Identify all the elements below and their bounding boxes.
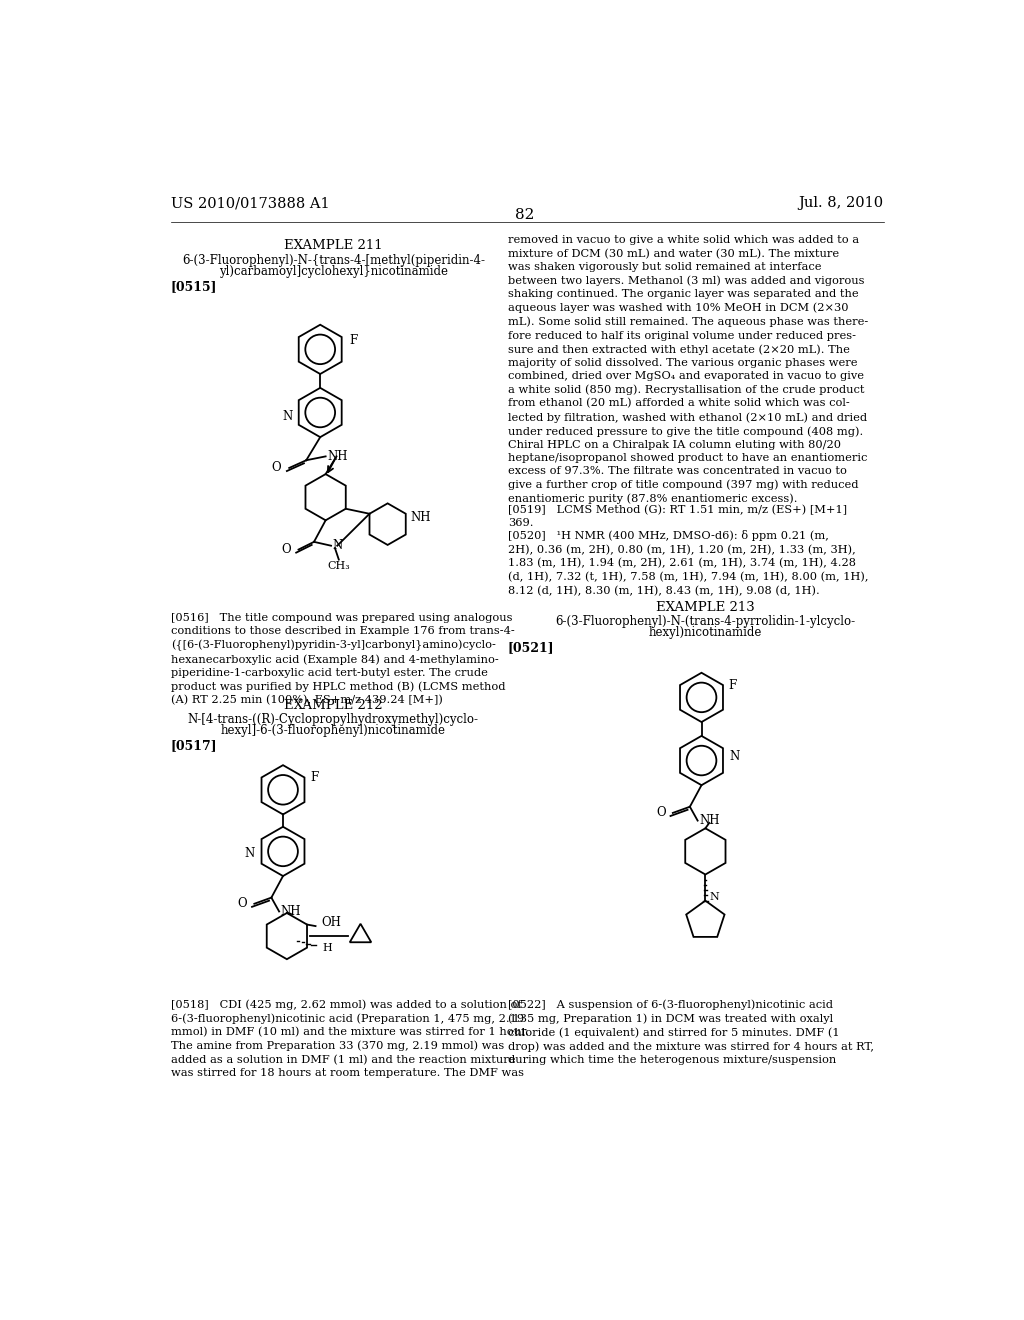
Text: O: O	[282, 543, 291, 556]
Text: N: N	[282, 409, 292, 422]
Text: [0517]: [0517]	[171, 739, 217, 752]
Text: N: N	[333, 539, 343, 552]
Text: O: O	[238, 898, 248, 911]
Text: 6-(3-Fluorophenyl)-N-(trans-4-pyrrolidin-1-ylcyclo-: 6-(3-Fluorophenyl)-N-(trans-4-pyrrolidin…	[555, 615, 855, 628]
Text: N: N	[710, 892, 719, 902]
Text: US 2010/0173888 A1: US 2010/0173888 A1	[171, 197, 330, 210]
Text: O: O	[656, 807, 666, 820]
Text: hexyl]-6-(3-fluorophenyl)nicotinamide: hexyl]-6-(3-fluorophenyl)nicotinamide	[221, 723, 445, 737]
Text: NH: NH	[281, 906, 301, 917]
Text: [0522]   A suspension of 6-(3-fluorophenyl)nicotinic acid
(135 mg, Preparation 1: [0522] A suspension of 6-(3-fluorophenyl…	[508, 999, 873, 1065]
Text: NH: NH	[328, 450, 348, 463]
Text: EXAMPLE 212: EXAMPLE 212	[284, 698, 383, 711]
Text: [0518]   CDI (425 mg, 2.62 mmol) was added to a solution of
6-(3-fluorophenyl)ni: [0518] CDI (425 mg, 2.62 mmol) was added…	[171, 999, 528, 1078]
Text: [0520]   ¹H NMR (400 MHz, DMSO-d6): δ ppm 0.21 (m,
2H), 0.36 (m, 2H), 0.80 (m, 1: [0520] ¹H NMR (400 MHz, DMSO-d6): δ ppm …	[508, 531, 868, 597]
Text: F: F	[349, 334, 357, 347]
Text: F: F	[310, 771, 318, 784]
Text: N: N	[245, 847, 255, 861]
Text: yl)carbamoyl]cyclohexyl}nicotinamide: yl)carbamoyl]cyclohexyl}nicotinamide	[219, 265, 447, 279]
Text: [0519]   LCMS Method (G): RT 1.51 min, m/z (ES+) [M+1]
369.: [0519] LCMS Method (G): RT 1.51 min, m/z…	[508, 506, 847, 528]
Text: NH: NH	[411, 511, 431, 524]
Text: N: N	[729, 750, 739, 763]
Text: H: H	[323, 944, 332, 953]
Text: 82: 82	[515, 207, 535, 222]
Text: hexyl)nicotinamide: hexyl)nicotinamide	[648, 626, 762, 639]
Text: N-[4-trans-((R)-Cyclopropylhydroxymethyl)cyclo-: N-[4-trans-((R)-Cyclopropylhydroxymethyl…	[187, 713, 479, 726]
Text: OH: OH	[321, 916, 341, 929]
Text: 6-(3-Fluorophenyl)-N-{trans-4-[methyl(piperidin-4-: 6-(3-Fluorophenyl)-N-{trans-4-[methyl(pi…	[182, 255, 485, 268]
Text: O: O	[271, 462, 282, 474]
Text: CH₃: CH₃	[328, 561, 350, 572]
Text: F: F	[729, 678, 737, 692]
Text: [0516]   The title compound was prepared using analogous
conditions to those des: [0516] The title compound was prepared u…	[171, 612, 514, 705]
Text: EXAMPLE 211: EXAMPLE 211	[284, 239, 383, 252]
Text: removed in vacuo to give a white solid which was added to a
mixture of DCM (30 m: removed in vacuo to give a white solid w…	[508, 235, 868, 504]
Text: NH: NH	[699, 814, 720, 828]
Text: EXAMPLE 213: EXAMPLE 213	[656, 601, 755, 614]
Text: Jul. 8, 2010: Jul. 8, 2010	[799, 197, 884, 210]
Text: [0521]: [0521]	[508, 642, 554, 655]
Text: [0515]: [0515]	[171, 280, 217, 293]
